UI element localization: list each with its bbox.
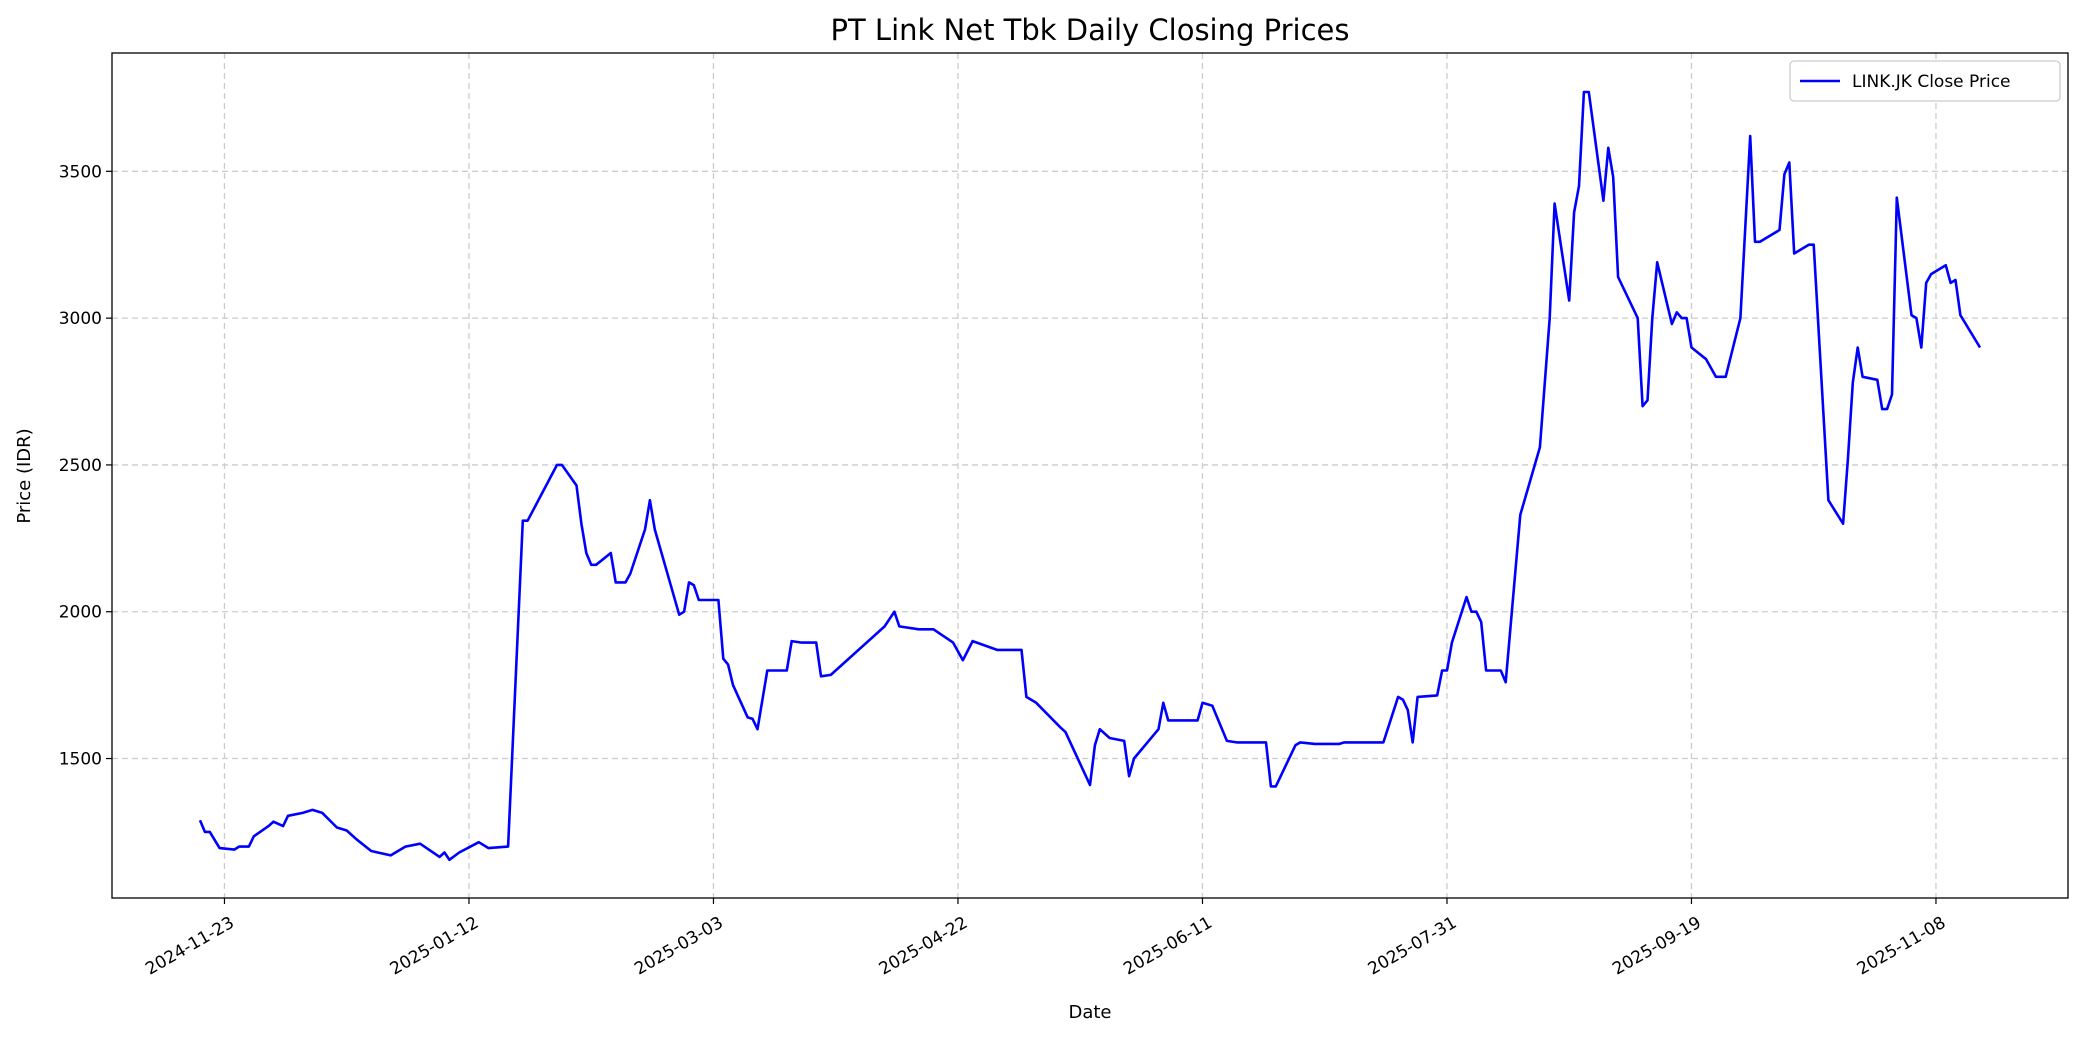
- legend: LINK.JK Close Price: [1789, 60, 2061, 102]
- plot-frame: [111, 52, 2069, 899]
- y-axis-ticks: 1500 2000 2500 3000 3500: [59, 162, 112, 770]
- x-tick-label: 2025-07-31: [1365, 913, 1461, 980]
- y-tick-label: 3000: [59, 309, 102, 329]
- grid: [112, 53, 2068, 898]
- y-tick-label: 3500: [59, 162, 102, 182]
- x-axis-label: Date: [1068, 1002, 1111, 1023]
- x-tick-label: 2025-11-08: [1854, 913, 1950, 980]
- chart-title: PT Link Net Tbk Daily Closing Prices: [831, 13, 1350, 47]
- x-tick-label: 2025-06-11: [1120, 913, 1216, 980]
- legend-label: LINK.JK Close Price: [1852, 72, 2011, 92]
- x-tick-label: 2025-01-12: [387, 913, 483, 980]
- x-axis-ticks: 2024-11-23 2025-01-12 2025-03-03 2025-04-22…: [142, 898, 1949, 980]
- y-tick-label: 2000: [59, 603, 102, 623]
- x-tick-label: 2025-03-03: [631, 913, 727, 980]
- series-line-close-price: [198, 90, 1982, 862]
- y-tick-label: 1500: [59, 750, 102, 770]
- y-tick-label: 2500: [59, 456, 102, 476]
- x-tick-label: 2025-09-19: [1609, 913, 1705, 980]
- legend-box: [1789, 60, 2061, 102]
- y-axis-label: Price (IDR): [14, 428, 35, 523]
- x-tick-label: 2025-04-22: [876, 913, 972, 980]
- x-tick-label: 2024-11-23: [142, 913, 238, 980]
